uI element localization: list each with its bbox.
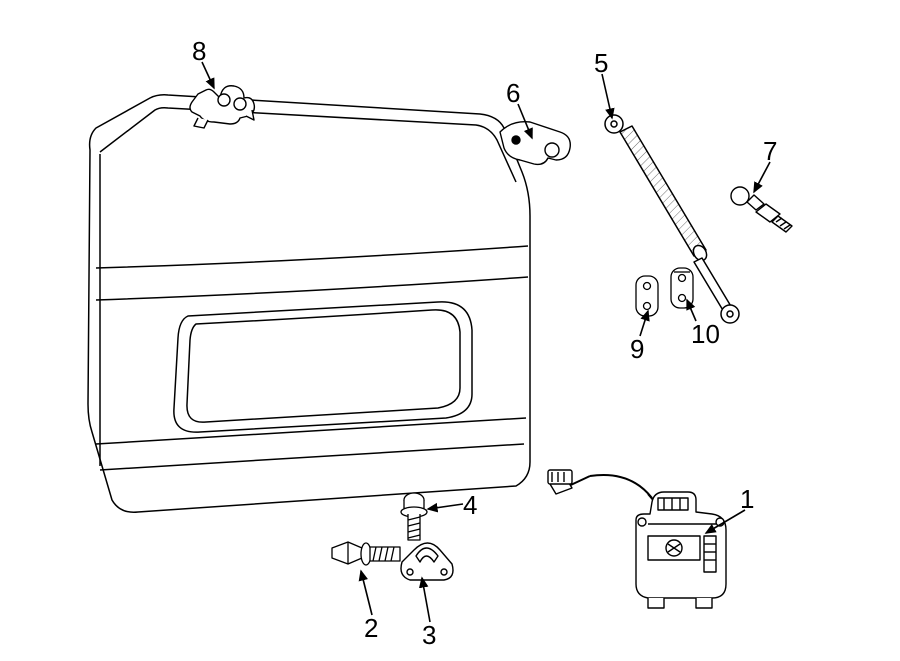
callout-num-9: 9 — [630, 334, 644, 365]
part-7-ball-stud — [731, 187, 792, 232]
callout-num-10: 10 — [691, 319, 720, 350]
callout-num-8: 8 — [192, 36, 206, 67]
callout-num-3: 3 — [422, 620, 436, 651]
part-6-upper-bracket — [500, 122, 570, 165]
diagram-stage: 1 2 3 4 5 6 7 8 9 10 — [0, 0, 900, 661]
callout-arrow-3 — [422, 578, 430, 622]
callout-num-5: 5 — [594, 48, 608, 79]
part-8-hinge — [190, 86, 254, 128]
callout-num-7: 7 — [763, 136, 777, 167]
part-3-striker — [401, 543, 453, 580]
part-2-bolt — [332, 542, 400, 565]
callout-num-2: 2 — [364, 613, 378, 644]
part-9-shim — [636, 276, 658, 316]
callout-arrow-4 — [428, 504, 463, 509]
callout-arrow-5 — [602, 74, 612, 118]
part-1-latch-assembly — [548, 470, 726, 608]
callout-num-6: 6 — [506, 78, 520, 109]
liftgate-panel — [88, 95, 530, 512]
diagram-svg — [0, 0, 900, 661]
callout-num-4: 4 — [463, 490, 477, 521]
callout-num-1: 1 — [740, 484, 754, 515]
part-4-bolt — [401, 493, 427, 540]
part-10-shim — [671, 268, 693, 308]
callout-arrow-2 — [361, 571, 372, 615]
